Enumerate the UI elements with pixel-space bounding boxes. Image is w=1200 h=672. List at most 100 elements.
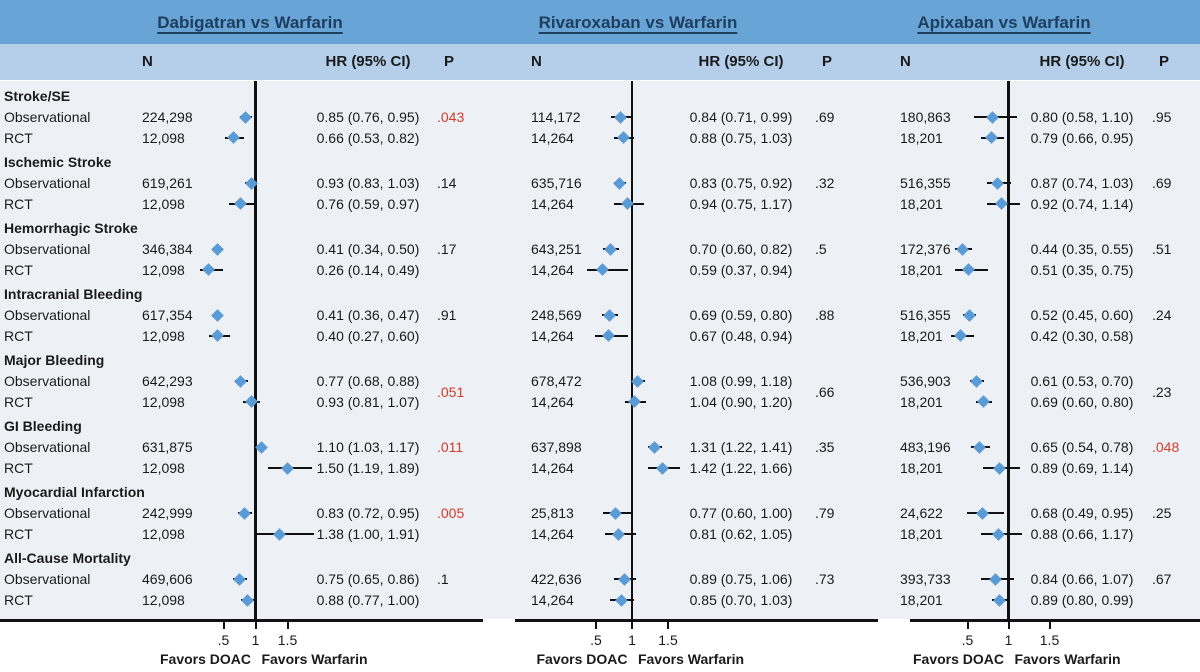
n-value: 12,098 [142,526,185,543]
axis-tick [1007,622,1010,629]
favors-warfarin-label: Favors Warfarin [1014,651,1121,667]
design-label: RCT [4,460,33,477]
design-label: RCT [4,195,33,212]
col-header-n: N [142,53,153,70]
hr-text: 0.89 (0.75, 1.06) [689,571,793,588]
axis-tick [222,622,225,629]
hr-text: 0.61 (0.53, 0.70) [1030,373,1134,390]
panel-title: Dabigatran vs Warfarin [157,13,343,32]
outcome-label: Hemorrhagic Stroke [4,220,138,237]
hr-text: 0.77 (0.68, 0.88) [316,373,420,390]
hr-text: 0.88 (0.75, 1.03) [689,129,793,146]
p-value: .67 [1152,571,1172,588]
hr-text: 0.83 (0.75, 0.92) [689,175,793,192]
outcome-label: Ischemic Stroke [4,154,112,171]
axis-tick [667,622,669,629]
design-label: RCT [4,327,33,344]
col-header-n: N [531,53,542,70]
n-value: 18,201 [900,592,943,609]
col-header-p: P [443,53,454,70]
favors-warfarin-label: Favors Warfarin [261,651,368,667]
col-header-hr: HR (95% CI) [1039,53,1125,70]
n-value: 422,636 [531,571,582,588]
hr-text: 0.68 (0.49, 0.95) [1030,505,1134,522]
n-value: 617,354 [142,307,193,324]
n-value: 12,098 [142,327,185,344]
design-label: Observational [4,439,91,456]
p-value: .048 [1152,439,1180,456]
hr-text: 0.75 (0.65, 0.86) [316,571,420,588]
n-value: 18,201 [900,195,943,212]
p-value: .24 [1152,307,1172,324]
n-value: 18,201 [900,327,943,344]
n-value: 14,264 [531,592,574,609]
n-value: 14,264 [531,261,574,278]
column-header-bar [0,44,1200,81]
hr-text: 0.69 (0.60, 0.80) [1030,393,1134,410]
design-label: RCT [4,261,33,278]
outcome-label: GI Bleeding [4,418,82,435]
axis-tick-label: .5 [217,632,230,648]
hr-text: 1.04 (0.90, 1.20) [689,393,793,410]
hr-text: 0.84 (0.66, 1.07) [1030,571,1134,588]
p-value: .91 [437,307,457,324]
p-value: .1 [437,571,449,588]
n-value: 25,813 [531,505,574,522]
design-label: Observational [4,241,91,258]
favors-doac-label: Favors DOAC [159,651,252,667]
n-value: 346,384 [142,241,193,258]
hr-text: 0.42 (0.30, 0.58) [1030,327,1134,344]
title-bar [0,0,1200,44]
n-value: 635,716 [531,175,582,192]
axis-tick-label: 1 [1004,632,1013,648]
n-value: 12,098 [142,129,185,146]
p-value: .005 [437,505,465,522]
p-value: .69 [1152,175,1172,192]
hr-text: 0.69 (0.59, 0.80) [689,307,793,324]
n-value: 12,098 [142,393,185,410]
axis-tick-label: 1.5 [277,632,298,648]
hr-text: 0.81 (0.62, 1.05) [689,526,793,543]
hr-text: 0.40 (0.27, 0.60) [316,327,420,344]
panel-title: Apixaban vs Warfarin [917,13,1091,32]
hr-text: 0.87 (0.74, 1.03) [1030,175,1134,192]
hr-text: 0.41 (0.36, 0.47) [316,307,420,324]
p-value: .23 [1152,383,1172,400]
favors-doac-label: Favors DOAC [912,651,1005,667]
outcome-label: All-Cause Mortality [4,550,131,567]
axis-tick [1048,622,1051,629]
hr-text: 0.84 (0.71, 0.99) [689,109,793,125]
n-value: 12,098 [142,460,185,477]
axis-tick-label: 1 [628,632,636,648]
design-label: Observational [4,373,91,390]
n-value: 18,201 [900,261,943,278]
hr-text: 0.85 (0.76, 0.95) [316,109,420,125]
n-value: 18,201 [900,393,943,410]
n-value: 469,606 [142,571,193,588]
n-value: 18,201 [900,526,943,543]
hr-text: 0.85 (0.70, 1.03) [689,592,793,609]
p-value: .51 [1152,241,1172,258]
n-value: 483,196 [900,439,951,456]
hr-text: 0.83 (0.72, 0.95) [316,505,420,522]
hr-text: 0.94 (0.75, 1.17) [689,195,793,212]
reference-line [630,81,634,619]
design-label: RCT [4,129,33,146]
n-value: 14,264 [531,393,574,410]
hr-text: 0.70 (0.60, 0.82) [689,241,793,258]
col-header-hr: HR (95% CI) [698,53,784,70]
design-label: Observational [4,175,91,192]
hr-text: 0.51 (0.35, 0.75) [1030,261,1134,278]
panel-title: Rivaroxaban vs Warfarin [538,13,738,32]
n-value: 393,733 [900,571,951,588]
p-value: .66 [815,383,835,400]
hr-text: 0.76 (0.59, 0.97) [316,195,420,212]
hr-text: 0.67 (0.48, 0.94) [689,327,793,344]
p-value: .88 [815,307,835,324]
axis-tick-label: .5 [590,632,602,648]
p-value: .14 [437,175,457,192]
hr-text: 1.08 (0.99, 1.18) [689,373,793,390]
axis-line [0,619,483,622]
n-value: 12,098 [142,195,185,212]
